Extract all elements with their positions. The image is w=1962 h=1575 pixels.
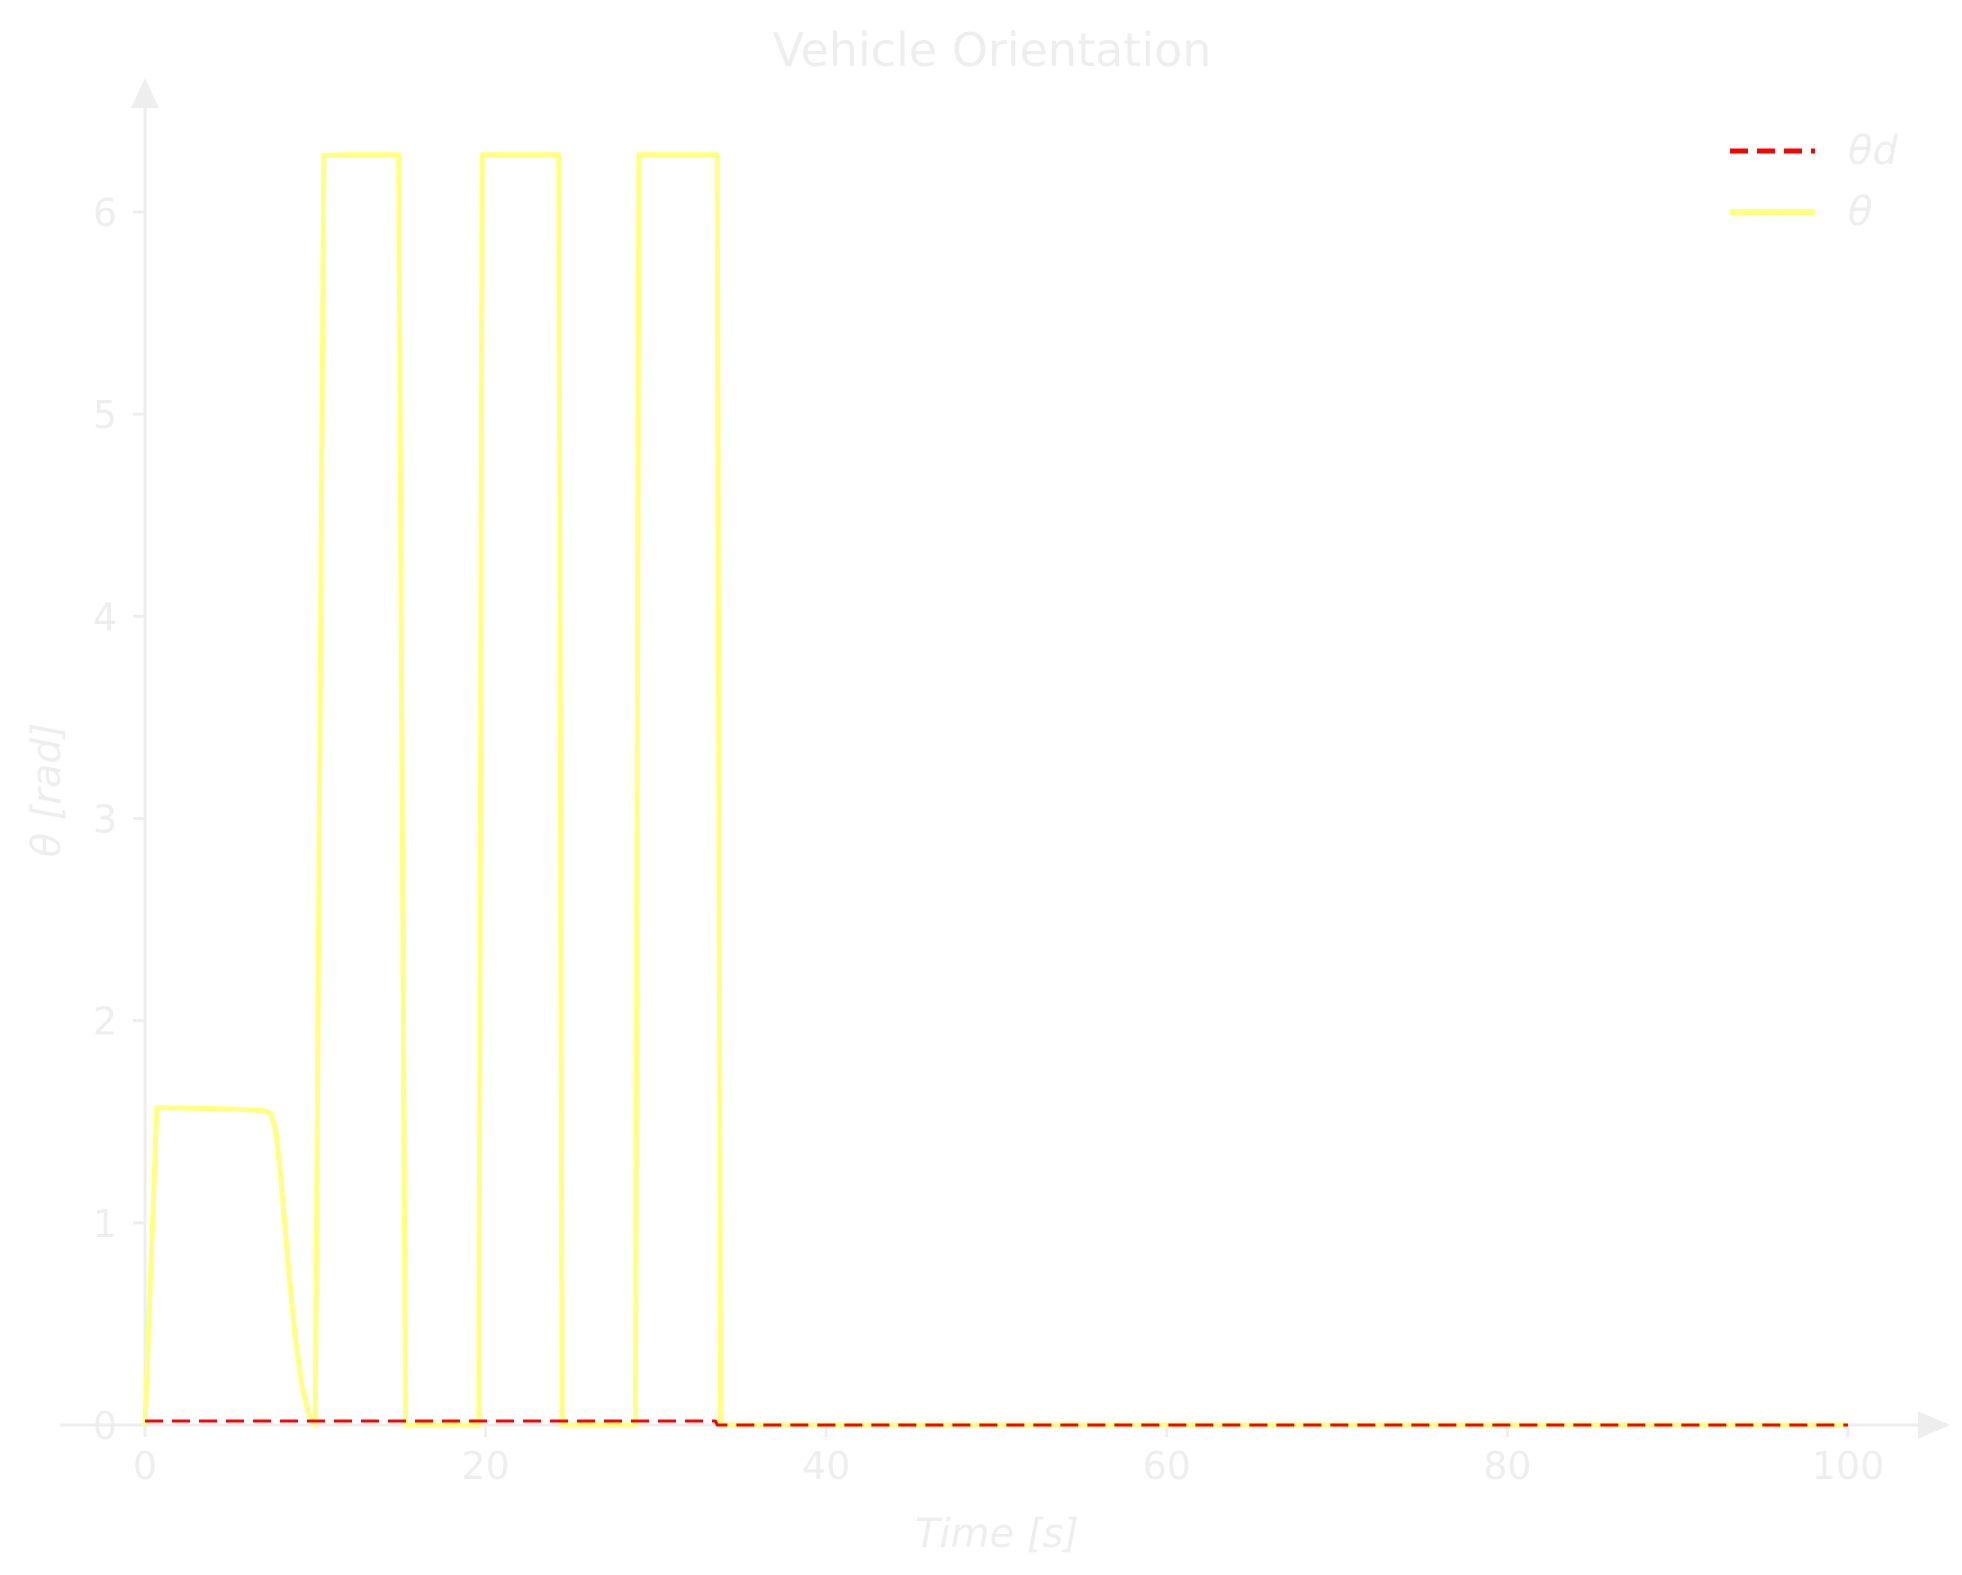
x-tick-label: 80 <box>1483 1444 1531 1488</box>
y-tick-label: 3 <box>93 798 117 842</box>
legend: θd θ <box>1730 128 1898 235</box>
x-ticks: 0 20 40 60 80 100 <box>133 1425 1884 1488</box>
x-tick-label: 100 <box>1812 1444 1885 1488</box>
x-axis-label: Time [s] <box>915 1511 1079 1557</box>
x-tick-label: 0 <box>133 1444 157 1488</box>
y-tick-label: 2 <box>93 1000 117 1044</box>
x-tick-label: 20 <box>461 1444 509 1488</box>
x-axis-arrow <box>1918 1411 1950 1439</box>
y-tick-label: 1 <box>93 1202 117 1246</box>
legend-label-theta-d: θd <box>1848 128 1898 174</box>
y-axis-label: θ [rad] <box>24 723 70 858</box>
x-tick-label: 60 <box>1143 1444 1191 1488</box>
y-tick-label: 5 <box>93 393 117 437</box>
x-tick-label: 40 <box>802 1444 850 1488</box>
y-axis-arrow <box>131 78 159 108</box>
y-tick-label: 0 <box>93 1404 117 1448</box>
legend-label-theta: θ <box>1848 189 1872 235</box>
y-ticks: 0 1 2 3 4 5 6 <box>93 191 145 1448</box>
series-line-theta-d <box>145 1419 1848 1427</box>
series-layer <box>142 152 1848 1428</box>
y-tick-label: 6 <box>93 191 117 235</box>
series-line-theta <box>142 152 1848 1428</box>
chart-title: Vehicle Orientation <box>773 23 1212 77</box>
y-tick-label: 4 <box>93 595 117 639</box>
